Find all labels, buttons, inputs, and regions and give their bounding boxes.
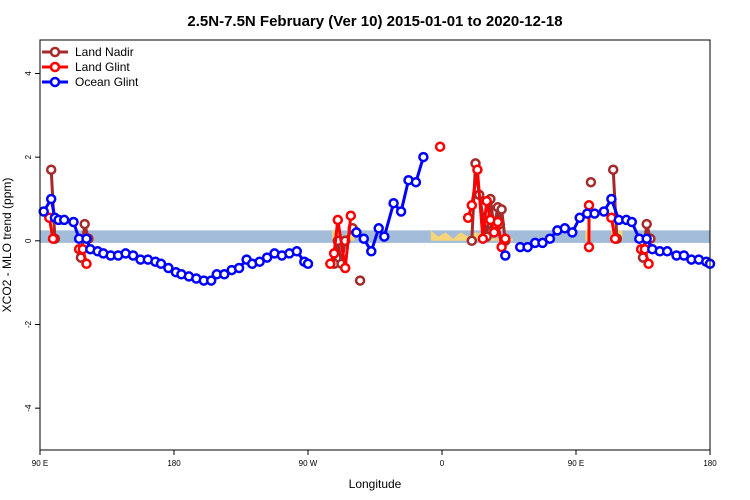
land-nadir-point [607,164,619,175]
land-glint-point [345,210,357,221]
ocean-glint-point [537,237,548,249]
ocean-glint-point [233,262,245,274]
y-tick-label: 2 [24,154,33,159]
land-glint-point [583,241,595,253]
ocean-glint-point [38,206,49,217]
land-glint-point [339,262,351,274]
ocean-glint-point [395,206,407,217]
x-tick-label: 90 W [299,459,318,468]
land-glint-point [472,164,483,175]
ocean-glint-point [155,258,167,270]
ocean-glint-point [254,256,265,267]
land-glint-point [332,214,344,226]
land-glint-point [492,216,504,228]
land-glint-line-4 [466,168,507,249]
legend-marker-land-glint [49,61,61,73]
ocean-glint-point [45,193,57,205]
land-glint-point [325,258,336,270]
ocean-glint-point [559,223,571,234]
ocean-glint-point [81,233,92,244]
ocean-glint-point [373,223,384,234]
ocean-glint-point [606,193,617,205]
land-nadir-point [45,164,57,175]
land-glint-point [643,258,654,270]
y-tick-label: 0 [24,238,33,243]
land-glint-point [481,195,492,207]
legend-marker-ocean-glint [49,76,61,88]
x-tick-label: 180 [167,459,181,468]
ocean-glint-point [500,250,511,261]
ocean-glint-point [567,227,578,238]
ocean-glint-point [58,214,70,226]
land-glint-point [477,233,489,244]
land-glint-point [47,233,59,244]
land-glint-point [466,200,478,211]
land-nadir-line-6 [611,169,619,239]
land-nadir-point [466,235,478,247]
land-nadir-point [641,218,652,230]
legend-label-land-glint: Land Glint [75,60,130,74]
land-glint-point [81,258,92,270]
land-glint-point [462,212,474,224]
y-tick-label: 4 [24,71,33,76]
ocean-glint-point [291,246,303,257]
series-land-glint [44,141,654,274]
land-glint-point [500,233,511,244]
ocean-glint-point [410,176,422,188]
x-tick-label: 0 [440,459,445,468]
ocean-glint-point [127,250,139,261]
land-glint-point [328,248,340,259]
ocean-glint-point [205,275,217,286]
y-tick-label: -4 [24,404,33,412]
legend-label-land-nadir: Land Nadir [75,45,134,59]
y-axis: -4 -2 0 2 4 [24,71,40,412]
series-ocean-glint [38,151,716,286]
ocean-glint-point [661,246,673,257]
plot-area [38,141,716,286]
ocean-glint-point [351,227,362,238]
land-nadir-point [585,176,597,188]
ocean-glint-point [641,233,652,244]
land-glint-point [583,200,595,211]
ocean-glint-point [589,208,600,219]
ocean-glint-point [219,269,230,280]
ocean-glint-point [163,262,174,274]
x-axis: 90 E 180 90 W 0 90 E 180 [32,450,717,468]
x-tick-label: 90 E [568,459,584,468]
land-glint-point [434,141,446,152]
x-tick-label: 180 [703,459,717,468]
ocean-glint-point [379,231,390,242]
ocean-glint-point [598,206,610,217]
ocean-glint-point [261,252,273,263]
ocean-glint-point [302,258,314,270]
ocean-glint-point [522,241,533,253]
chart-title: 2.5N-7.5N February (Ver 10) 2015-01-01 t… [187,13,562,30]
y-tick-label: -2 [24,320,33,328]
ocean-glint-point [358,233,370,244]
land-nadir-point [496,204,507,215]
y-axis-label: XCO2 - MLO trend (ppm) [0,178,14,313]
x-tick-label: 90 E [32,459,48,468]
land-glint-point [609,233,621,244]
ocean-glint-point [418,151,429,163]
land-nadir-point [354,275,366,286]
x-axis-label: Longitude [349,477,402,491]
ocean-glint-point [626,216,638,228]
ocean-glint-point [678,250,690,261]
ocean-glint-point [544,233,556,244]
land-glint-point [496,241,507,253]
ocean-glint-point [388,197,399,209]
plot-frame [39,39,711,451]
ocean-glint-point [68,216,79,228]
land-glint-point [488,227,500,238]
legend-label-ocean-glint: Ocean Glint [75,75,139,89]
ocean-glint-point [574,212,585,224]
ocean-glint-point [366,246,377,257]
legend-marker-land-nadir [49,46,61,58]
land-nadir-point [79,218,90,230]
